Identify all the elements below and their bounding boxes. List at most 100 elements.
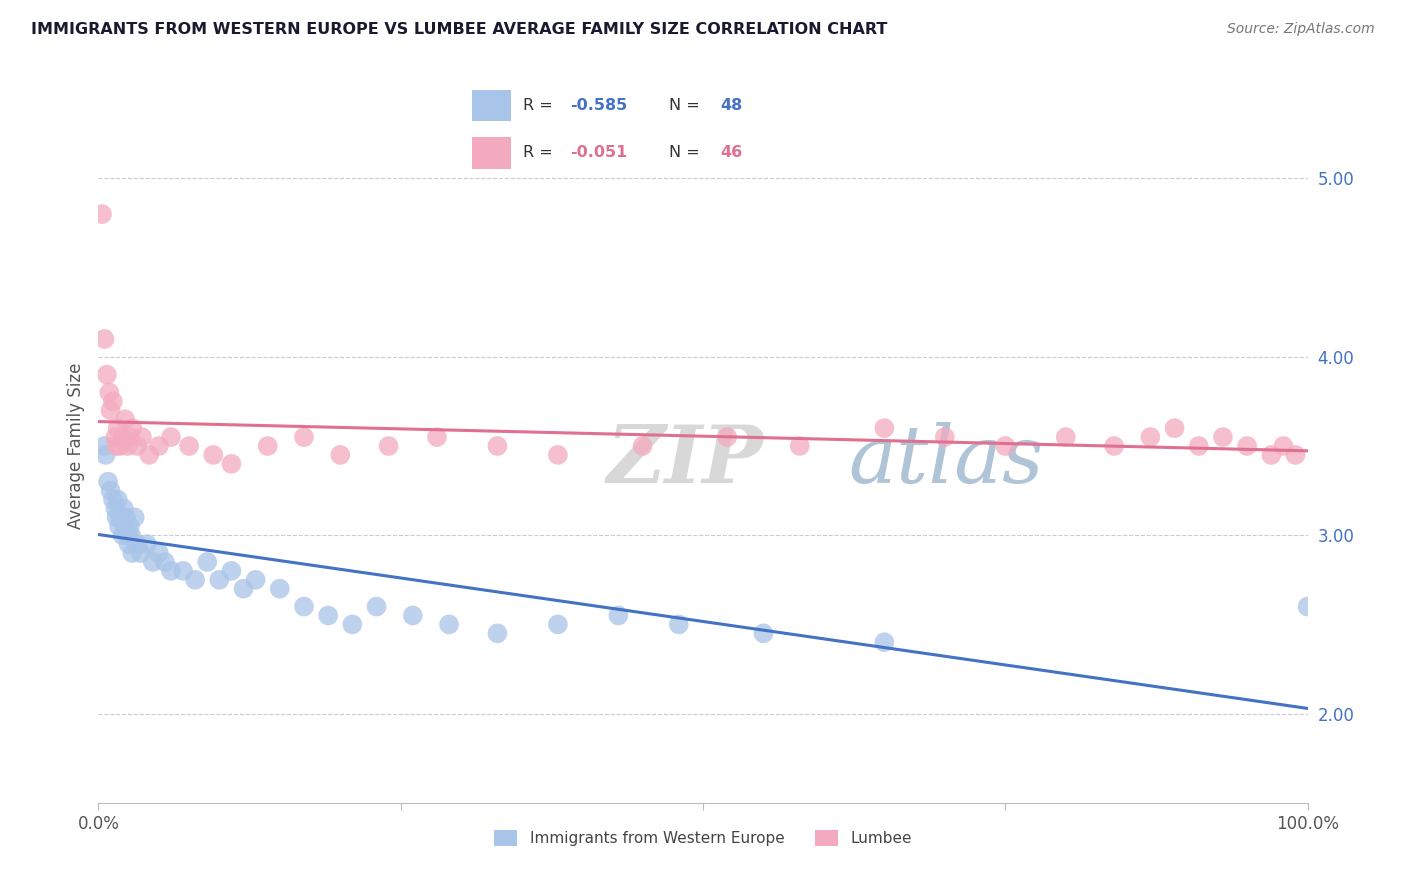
Point: [135, 537, 157, 551]
Point: [208, 573, 231, 587]
Y-axis label: Average Family Size: Average Family Size: [66, 363, 84, 529]
Point: [138, 448, 160, 462]
Point: [256, 439, 278, 453]
Point: [153, 555, 176, 569]
Point: [117, 528, 139, 542]
Point: [292, 599, 315, 614]
Point: [994, 439, 1017, 453]
Point: [195, 555, 218, 569]
Text: 48: 48: [720, 98, 742, 113]
Point: [292, 430, 315, 444]
Text: atlas: atlas: [848, 422, 1043, 499]
Point: [1188, 439, 1211, 453]
Point: [107, 421, 129, 435]
Point: [873, 635, 896, 649]
Text: -0.585: -0.585: [571, 98, 627, 113]
Point: [104, 430, 127, 444]
Bar: [472, 90, 512, 121]
Bar: [472, 137, 512, 169]
Point: [98, 385, 121, 400]
Point: [100, 403, 122, 417]
Point: [1272, 439, 1295, 453]
Point: [1296, 599, 1319, 614]
Point: [486, 439, 509, 453]
Point: [752, 626, 775, 640]
Text: R =: R =: [523, 145, 558, 161]
Point: [111, 528, 134, 542]
Point: [1212, 430, 1234, 444]
Point: [101, 394, 124, 409]
Point: [366, 599, 388, 614]
Text: N =: N =: [669, 145, 704, 161]
Point: [607, 608, 630, 623]
Point: [934, 430, 956, 444]
Point: [148, 546, 170, 560]
Point: [245, 573, 267, 587]
Point: [94, 448, 117, 462]
Point: [1163, 421, 1185, 435]
Point: [631, 439, 654, 453]
Point: [342, 617, 364, 632]
Point: [547, 448, 569, 462]
Point: [121, 421, 143, 435]
Point: [100, 483, 122, 498]
Point: [108, 510, 131, 524]
Point: [101, 492, 124, 507]
Legend: Immigrants from Western Europe, Lumbee: Immigrants from Western Europe, Lumbee: [488, 824, 918, 852]
Point: [111, 430, 134, 444]
Point: [91, 207, 114, 221]
Point: [104, 501, 127, 516]
Point: [142, 555, 165, 569]
Point: [1102, 439, 1125, 453]
Point: [1054, 430, 1077, 444]
Text: ZIP: ZIP: [606, 422, 763, 499]
Text: -0.051: -0.051: [571, 145, 627, 161]
Point: [873, 421, 896, 435]
Point: [1260, 448, 1282, 462]
Point: [172, 564, 194, 578]
Point: [108, 439, 131, 453]
Point: [668, 617, 690, 632]
Point: [118, 537, 141, 551]
Point: [114, 519, 136, 533]
Point: [789, 439, 811, 453]
Point: [117, 439, 139, 453]
Point: [202, 448, 225, 462]
Point: [115, 510, 138, 524]
Point: [124, 510, 146, 524]
Point: [1139, 430, 1161, 444]
Point: [114, 412, 136, 426]
Point: [437, 617, 460, 632]
Text: IMMIGRANTS FROM WESTERN EUROPE VS LUMBEE AVERAGE FAMILY SIZE CORRELATION CHART: IMMIGRANTS FROM WESTERN EUROPE VS LUMBEE…: [31, 22, 887, 37]
Point: [1236, 439, 1258, 453]
Point: [131, 430, 153, 444]
Point: [118, 519, 141, 533]
Point: [127, 537, 149, 551]
Point: [232, 582, 254, 596]
Point: [148, 439, 170, 453]
Text: R =: R =: [523, 98, 558, 113]
Point: [1284, 448, 1306, 462]
Point: [129, 546, 152, 560]
Point: [121, 546, 143, 560]
Point: [120, 528, 142, 542]
Point: [107, 492, 129, 507]
Point: [426, 430, 449, 444]
Point: [97, 475, 120, 489]
Point: [716, 430, 738, 444]
Point: [105, 439, 128, 453]
Point: [486, 626, 509, 640]
Text: Source: ZipAtlas.com: Source: ZipAtlas.com: [1227, 22, 1375, 37]
Point: [329, 448, 352, 462]
Point: [160, 564, 183, 578]
Point: [269, 582, 291, 596]
Point: [93, 439, 115, 453]
Point: [118, 430, 141, 444]
Text: N =: N =: [669, 98, 704, 113]
Point: [184, 573, 207, 587]
Point: [96, 368, 118, 382]
Point: [127, 439, 149, 453]
Point: [179, 439, 201, 453]
Point: [93, 332, 115, 346]
Point: [160, 430, 183, 444]
